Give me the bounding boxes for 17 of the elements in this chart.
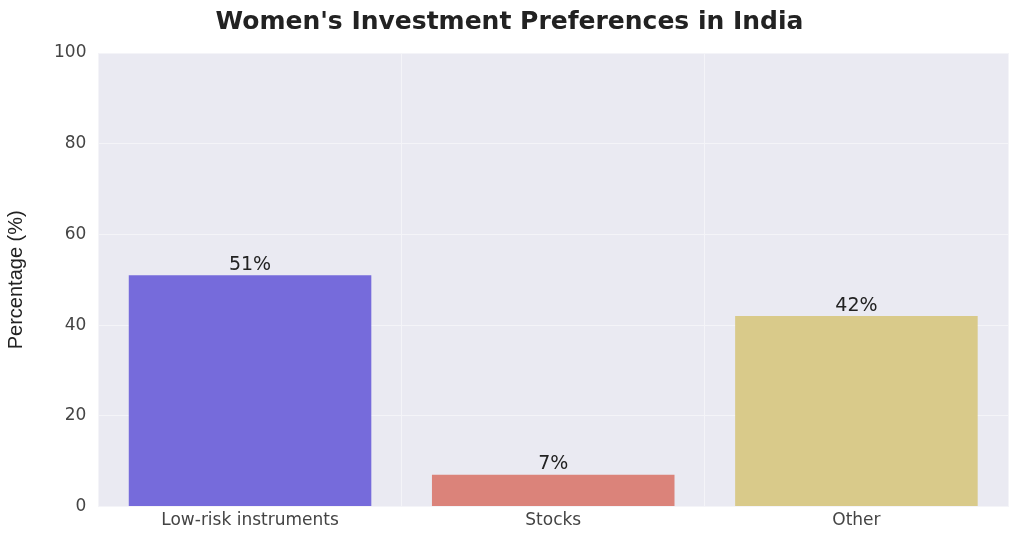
bar (735, 316, 978, 507)
y-tick-label: 40 (64, 313, 87, 334)
bar (128, 275, 372, 507)
y-tick-label: 60 (64, 222, 87, 243)
y-tick-label: 20 (64, 404, 87, 425)
data-label: 7% (538, 451, 569, 474)
x-tick-label: Other (832, 509, 881, 530)
x-tick-label: Stocks (525, 509, 582, 530)
bar (431, 474, 675, 507)
chart-title: Women's Investment Preferences in India (214, 6, 805, 35)
y-axis-title: Percentage (%) (3, 210, 26, 350)
x-tick-label: Low-risk instruments (161, 509, 339, 530)
data-label: 42% (835, 292, 878, 315)
data-label: 51% (228, 251, 272, 274)
y-tick-label: 80 (64, 132, 87, 153)
y-tick-label: 0 (75, 495, 87, 516)
y-tick-label: 100 (53, 41, 87, 62)
